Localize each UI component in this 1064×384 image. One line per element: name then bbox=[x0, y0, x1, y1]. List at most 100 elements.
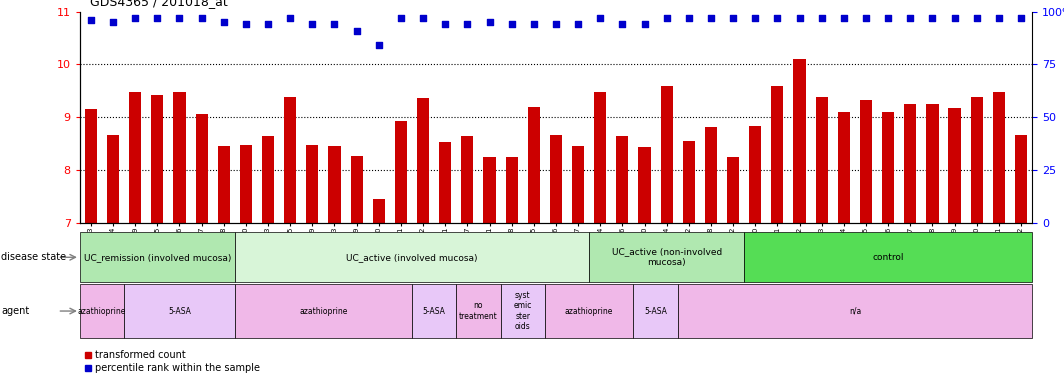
Point bbox=[725, 15, 742, 21]
Bar bbox=[704, 127, 717, 223]
Point bbox=[680, 15, 697, 21]
Bar bbox=[594, 92, 606, 223]
Bar bbox=[927, 104, 938, 223]
Text: UC_remission (involved mucosa): UC_remission (involved mucosa) bbox=[84, 253, 231, 262]
Point bbox=[769, 15, 786, 21]
Point bbox=[282, 15, 299, 21]
Bar bbox=[235, 232, 589, 282]
Bar bbox=[329, 146, 340, 223]
Bar bbox=[239, 145, 252, 223]
Point bbox=[968, 15, 985, 21]
Bar bbox=[106, 134, 119, 223]
Bar bbox=[744, 232, 1032, 282]
Text: no
treatment: no treatment bbox=[459, 301, 498, 321]
Bar bbox=[129, 92, 142, 223]
Point bbox=[436, 21, 453, 27]
Point bbox=[659, 15, 676, 21]
Bar bbox=[85, 109, 97, 223]
Point bbox=[547, 21, 564, 27]
Bar bbox=[837, 112, 850, 223]
Text: n/a: n/a bbox=[849, 306, 861, 316]
Point bbox=[747, 15, 764, 21]
Point bbox=[393, 15, 410, 21]
Point bbox=[127, 15, 144, 21]
Bar bbox=[218, 146, 230, 223]
Bar bbox=[771, 86, 783, 223]
Text: GDS4365 / 201018_at: GDS4365 / 201018_at bbox=[90, 0, 228, 8]
Bar bbox=[727, 157, 739, 223]
Bar bbox=[633, 284, 678, 338]
Bar bbox=[572, 146, 584, 223]
Bar bbox=[456, 284, 500, 338]
Bar bbox=[262, 136, 275, 223]
Bar bbox=[616, 136, 629, 223]
Bar bbox=[794, 59, 805, 223]
Point bbox=[171, 15, 188, 21]
Point bbox=[880, 15, 897, 21]
Bar bbox=[816, 97, 828, 223]
Point bbox=[636, 21, 653, 27]
Point bbox=[370, 42, 387, 48]
Point bbox=[503, 21, 520, 27]
Point bbox=[835, 15, 852, 21]
Text: syst
emic
ster
oids: syst emic ster oids bbox=[514, 291, 532, 331]
Point bbox=[260, 21, 277, 27]
Point bbox=[702, 15, 719, 21]
Bar bbox=[372, 199, 385, 223]
Point bbox=[991, 15, 1008, 21]
Point bbox=[326, 21, 343, 27]
Point bbox=[1013, 15, 1030, 21]
Point bbox=[813, 15, 830, 21]
Bar bbox=[483, 157, 496, 223]
Bar bbox=[904, 104, 916, 223]
Bar bbox=[350, 156, 363, 223]
Bar bbox=[1015, 134, 1027, 223]
Text: UC_active (non-involved
mucosa): UC_active (non-involved mucosa) bbox=[612, 248, 721, 267]
Point bbox=[237, 21, 254, 27]
Bar bbox=[417, 98, 429, 223]
Point bbox=[104, 19, 121, 25]
Point bbox=[481, 19, 498, 25]
Point bbox=[569, 21, 586, 27]
Bar bbox=[638, 147, 650, 223]
Point bbox=[149, 15, 166, 21]
Bar bbox=[749, 126, 762, 223]
Bar bbox=[948, 108, 961, 223]
Bar bbox=[80, 284, 124, 338]
Point bbox=[592, 15, 609, 21]
Bar bbox=[500, 284, 545, 338]
Bar bbox=[412, 284, 456, 338]
Text: agent: agent bbox=[1, 306, 30, 316]
Bar bbox=[235, 284, 412, 338]
Bar bbox=[528, 107, 539, 223]
Text: disease state: disease state bbox=[1, 252, 66, 262]
Bar bbox=[395, 121, 408, 223]
Point bbox=[858, 15, 875, 21]
Point bbox=[415, 15, 432, 21]
Bar bbox=[80, 232, 235, 282]
Bar bbox=[678, 284, 1032, 338]
Bar bbox=[545, 284, 633, 338]
Bar bbox=[683, 141, 695, 223]
Bar bbox=[284, 97, 296, 223]
Bar bbox=[124, 284, 235, 338]
Bar bbox=[151, 95, 164, 223]
Bar bbox=[589, 232, 744, 282]
Point bbox=[924, 15, 941, 21]
Bar bbox=[306, 145, 318, 223]
Point bbox=[902, 15, 919, 21]
Point bbox=[348, 28, 365, 34]
Point bbox=[215, 19, 232, 25]
Text: azathioprine: azathioprine bbox=[565, 306, 613, 316]
Bar bbox=[993, 92, 1005, 223]
Bar bbox=[439, 142, 451, 223]
Text: UC_active (involved mucosa): UC_active (involved mucosa) bbox=[346, 253, 478, 262]
Bar bbox=[661, 86, 672, 223]
Bar bbox=[196, 114, 207, 223]
Legend: transformed count, percentile rank within the sample: transformed count, percentile rank withi… bbox=[85, 351, 261, 373]
Text: 5-ASA: 5-ASA bbox=[168, 306, 190, 316]
Point bbox=[304, 21, 321, 27]
Text: azathioprine: azathioprine bbox=[78, 306, 127, 316]
Point bbox=[82, 17, 99, 23]
Point bbox=[526, 21, 543, 27]
